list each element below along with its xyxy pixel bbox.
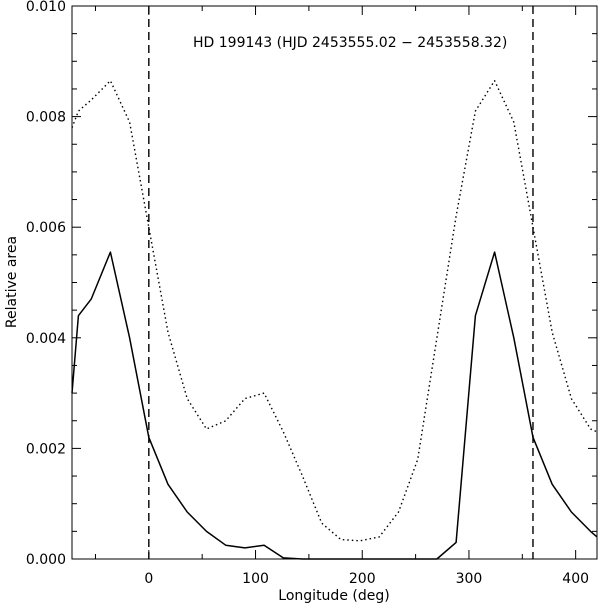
y-axis-label: Relative area — [4, 236, 20, 328]
x-axis-label: Longitude (deg) — [278, 588, 389, 604]
y-tick-label: 0.000 — [26, 552, 66, 568]
y-tick-label: 0.002 — [26, 441, 66, 457]
x-tick-label: 200 — [349, 571, 376, 587]
tick-labels: 0 100 200 300 400 0.000 0.002 0.004 0.006 0.008 0.… — [26, 0, 589, 587]
y-tick-label: 0.004 — [26, 331, 66, 347]
x-tick-label: 0 — [144, 571, 153, 587]
y-tick-label: 0.008 — [26, 110, 66, 126]
x-tick-label: 300 — [456, 571, 483, 587]
axis-ticks — [72, 5, 597, 560]
x-tick-label: 100 — [242, 571, 269, 587]
plot-frame — [71, 5, 598, 560]
reference-lines — [148, 6, 534, 559]
series-lines — [71, 79, 598, 560]
x-tick-label: 400 — [562, 571, 589, 587]
y-tick-label: 0.010 — [26, 0, 66, 15]
y-tick-label: 0.006 — [26, 220, 66, 236]
chart-title: HD 199143 (HJD 2453555.02 − 2453558.32) — [193, 35, 507, 51]
solid-series-line — [71, 251, 598, 560]
dotted-series-line — [71, 79, 598, 542]
